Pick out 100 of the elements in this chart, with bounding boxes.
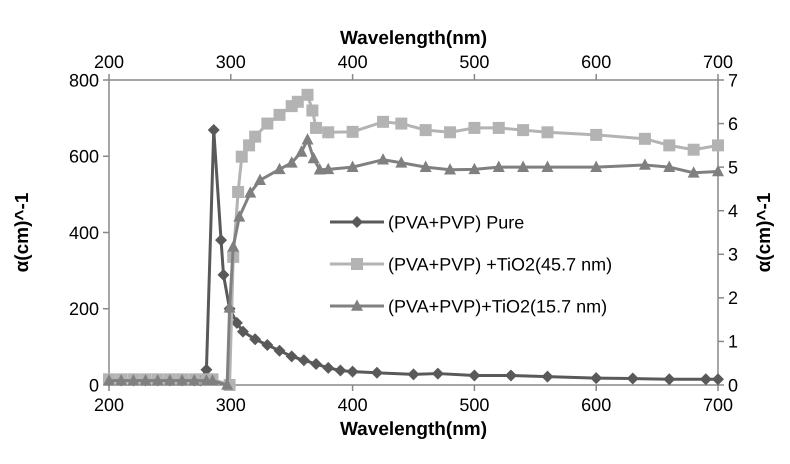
- point: [420, 160, 432, 172]
- point: [233, 210, 246, 222]
- point: [334, 364, 346, 377]
- point: [308, 152, 320, 164]
- point: [302, 88, 314, 101]
- point: [492, 122, 505, 134]
- x-tick-label: 200: [94, 52, 124, 72]
- point: [322, 362, 334, 374]
- point: [712, 164, 724, 176]
- point: [286, 350, 298, 362]
- point: [492, 160, 505, 172]
- point: [346, 126, 359, 138]
- point: [517, 124, 530, 136]
- point: [227, 240, 240, 252]
- point: [274, 344, 286, 357]
- x2-tick-label: 700: [702, 395, 734, 415]
- y-tick-label: 800: [68, 70, 99, 90]
- x2-axis-title: Wavelength(nm): [340, 28, 488, 49]
- y-axis-title: α(cm)^-1: [12, 192, 33, 272]
- point: [590, 372, 602, 384]
- point: [298, 354, 310, 366]
- point: [236, 150, 248, 163]
- point: [302, 133, 314, 144]
- point: [590, 160, 602, 172]
- point: [590, 128, 602, 141]
- legend-label: (PVA+PVP) Pure: [388, 212, 524, 232]
- point: [638, 132, 651, 145]
- y2-tick-label: 6: [728, 114, 738, 134]
- point: [663, 160, 676, 172]
- x-tick-label: 700: [702, 52, 734, 72]
- y-tick-label: 0: [88, 375, 99, 396]
- x-tick-label: 600: [581, 52, 612, 72]
- point: [663, 139, 676, 152]
- point: [468, 369, 480, 382]
- point: [688, 144, 700, 156]
- x2-tick-label: 200: [94, 395, 124, 415]
- x-axis-title: Wavelength(nm): [340, 419, 488, 440]
- y-tick-label: 400: [68, 222, 99, 243]
- point: [292, 96, 304, 108]
- point: [712, 139, 724, 152]
- x2-tick-label: 400: [338, 395, 368, 415]
- point: [377, 153, 390, 165]
- point: [274, 162, 286, 174]
- x-tick-label: 500: [459, 52, 490, 72]
- point: [286, 156, 298, 168]
- point: [322, 126, 334, 138]
- point: [346, 160, 359, 172]
- y2-tick-label: 3: [728, 244, 738, 265]
- x2-tick-label: 500: [459, 395, 490, 415]
- point: [408, 368, 420, 380]
- y2-tick-label: 2: [728, 288, 738, 308]
- point: [395, 118, 408, 130]
- point: [688, 166, 700, 178]
- x2-tick-label: 300: [216, 395, 246, 415]
- point: [215, 234, 228, 246]
- point: [638, 158, 651, 170]
- y2-tick-label: 7: [728, 70, 738, 90]
- point: [626, 372, 639, 385]
- point: [444, 126, 456, 138]
- point: [468, 162, 480, 174]
- point: [274, 108, 286, 121]
- point: [700, 373, 712, 386]
- y2-tick-label: 5: [728, 157, 738, 178]
- point: [420, 124, 432, 136]
- point: [254, 174, 266, 186]
- point: [370, 366, 383, 379]
- point: [468, 122, 480, 134]
- point: [444, 163, 456, 175]
- point: [306, 104, 318, 116]
- point: [249, 333, 262, 346]
- point: [217, 268, 230, 281]
- y2-tick-label: 0: [728, 375, 738, 396]
- point: [208, 124, 220, 136]
- point: [249, 130, 262, 143]
- point: [541, 126, 554, 138]
- point: [310, 358, 322, 370]
- point: [236, 326, 249, 338]
- point: [432, 368, 444, 380]
- x-tick-label: 400: [338, 52, 368, 72]
- point: [261, 338, 274, 351]
- y2-axis-title: α(cm)^-1: [754, 192, 775, 272]
- legend-label: (PVA+PVP)+TiO2(15.7 nm): [388, 296, 608, 316]
- point: [377, 116, 390, 128]
- point: [541, 370, 554, 383]
- y-tick-label: 200: [68, 299, 99, 320]
- point: [712, 373, 724, 386]
- x2-tick-label: 600: [581, 395, 612, 415]
- y-tick-label: 600: [68, 146, 99, 167]
- point: [346, 366, 359, 378]
- point: [232, 186, 244, 198]
- point: [244, 186, 256, 198]
- point: [663, 373, 676, 386]
- point: [314, 163, 326, 175]
- x-tick-label: 300: [216, 52, 246, 72]
- y2-tick-label: 1: [728, 332, 738, 352]
- point: [395, 156, 408, 168]
- y2-tick-label: 4: [728, 201, 738, 222]
- point: [517, 160, 530, 172]
- point: [310, 122, 322, 134]
- point: [295, 145, 308, 157]
